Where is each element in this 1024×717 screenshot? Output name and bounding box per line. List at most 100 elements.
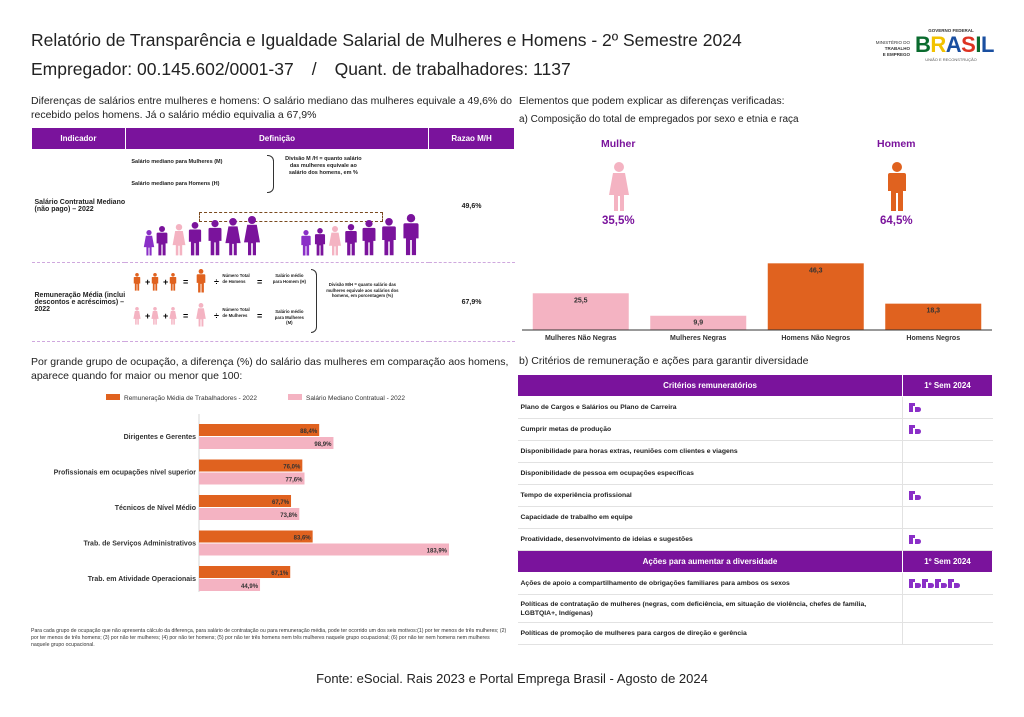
indicator-header-row: Indicador Definição Razao M/H: [31, 127, 515, 150]
composition-bar-chart: 25,5 Mulheres Não Negras 9,9 Mulheres Negra…: [522, 263, 992, 342]
criteria-section-title: b) Critérios de remuneração e ações para…: [519, 355, 809, 367]
person-icon: [172, 224, 186, 256]
indicator-header: Indicador: [31, 127, 126, 150]
occupation-value-label: 44,9%: [241, 584, 259, 590]
ministry-line-2: TRABALHO: [884, 46, 910, 51]
criteria-row: Proatividade, desenvolvimento de ideias …: [517, 528, 993, 551]
criteria-label: Proatividade, desenvolvimento de ideias …: [517, 528, 903, 551]
ministry-line-1: MINISTÉRIO DO: [875, 40, 910, 45]
occupation-bar-chart: Remuneração Média de Trabalhadores - 202…: [54, 394, 449, 592]
criteria-label: Tempo de experiência profissional: [517, 484, 903, 507]
subtitle-separator: /: [311, 59, 317, 79]
occupation-bar: [199, 579, 261, 591]
ratio-header: Razao M/H: [428, 127, 515, 150]
occupation-category-label: Técnicos de Nível Médio: [115, 505, 196, 512]
occupation-bar: [199, 472, 305, 485]
indicator-table: Indicador Definição Razao M/H Salário Co…: [31, 127, 515, 342]
def-men-median: Salário mediano para Homens (H): [131, 181, 220, 187]
gov-letter: L: [980, 32, 994, 57]
intro-text: Diferenças de salários entre mulheres e …: [31, 95, 512, 121]
page-subtitle: Empregador: 00.145.602/0001-37 / Quant. de…: [31, 59, 571, 80]
occupation-value-label: 73,8%: [280, 513, 298, 519]
plus-sign: ÷: [214, 277, 219, 287]
occupation-value-label: 77,6%: [285, 478, 303, 484]
occupation-category-label: Profissionais em ocupações nível superio…: [54, 470, 197, 477]
occupation-value-label: 98,9%: [314, 442, 332, 448]
composition-value-label: 9,9: [693, 320, 703, 327]
criteria-mark-cell: [902, 440, 993, 463]
worker-count: Quant. de trabalhadores: 1137: [334, 59, 571, 79]
composition-category-label: Homens Negros: [906, 335, 960, 342]
criteria-label: Disponibilidade para horas extras, reuni…: [517, 440, 903, 463]
brace: [311, 269, 318, 333]
composition-category-label: Homens Não Negros: [781, 335, 850, 342]
indicator-row-median: Salário Contratual Mediano (não pago) – …: [31, 149, 515, 263]
occupation-chart-title: Por grande grupo de ocupação, a diferenç…: [31, 356, 509, 382]
section-elements-title: Elementos que podem explicar as diferenç…: [519, 95, 785, 107]
check-mark-icon: [935, 579, 947, 588]
person-icon: [170, 273, 177, 291]
plus-sign: +: [145, 277, 150, 287]
gov-logo-bottom: UNIÃO E RECONSTRUÇÃO: [925, 57, 977, 62]
men-avg-label: Salário médio para Homem (H): [272, 273, 306, 284]
criteria-mark-cell: [902, 528, 993, 551]
criteria-col-header: 1º Sem 2024: [902, 374, 993, 397]
indicator-label: Salário Contratual Mediano (não pago) – …: [31, 149, 126, 263]
person-icon: [301, 230, 312, 256]
criteria-mark-cell: [902, 418, 993, 441]
actions-body: Ações de apoio a compartilhamento de obr…: [517, 572, 993, 645]
formula-illustration: + + = ÷ = + + = ÷ =: [133, 269, 263, 327]
person-icon: [208, 220, 222, 256]
actions-label: Ações de apoio a compartilhamento de obr…: [517, 572, 903, 595]
person-icon: [244, 216, 261, 256]
criteria-row: Disponibilidade de pessoa em ocupações e…: [517, 462, 993, 485]
women-total-label: Número Total de Mulheres: [222, 307, 250, 318]
employer-id: Empregador: 00.145.602/0001-37: [31, 59, 294, 79]
ratio-average: 67,9%: [428, 262, 515, 342]
occupation-category-label: Dirigentes e Gerentes: [124, 434, 196, 441]
criteria-label: Disponibilidade de pessoa em ocupações e…: [517, 462, 903, 485]
person-icon: [144, 230, 155, 256]
criteria-body: Plano de Cargos e Salários ou Plano de C…: [517, 396, 993, 551]
gov-logo-top: GOVERNO FEDERAL: [928, 28, 974, 33]
footnote: Para cada grupo de ocupação que não apre…: [31, 628, 507, 648]
criteria-mark-cell: [902, 484, 993, 507]
gov-logo: GOVERNO FEDERAL BRASIL UNIÃO E RECONSTRU…: [915, 28, 994, 62]
occupation-value-label: 183,9%: [427, 549, 448, 555]
ministry-line-3: E EMPREGO: [882, 52, 910, 57]
legend-label: Remuneração Média de Trabalhadores - 202…: [124, 395, 257, 402]
occupation-value-label: 67,1%: [271, 571, 289, 577]
person-icon: [225, 218, 241, 256]
men-label: Homem: [877, 138, 916, 150]
person-icon: [189, 222, 202, 256]
check-mark-icon: [948, 579, 960, 588]
person-icon: [134, 273, 141, 291]
occupation-bar: [199, 530, 313, 543]
actions-label: Políticas de contratação de mulheres (ne…: [517, 594, 903, 623]
criteria-mark-cell: [902, 506, 993, 529]
occupation-bar: [199, 566, 291, 578]
people-illustration: [144, 214, 419, 256]
criteria-label: Plano de Cargos e Salários ou Plano de C…: [517, 396, 903, 419]
actions-header: Ações para aumentar a diversidade: [517, 550, 903, 573]
person-icon: [382, 218, 397, 256]
page-title: Relatório de Transparência e Igualdade S…: [31, 30, 742, 50]
legend-label: Salário Mediano Contratual - 2022: [306, 395, 405, 402]
criteria-header-row: Critérios remuneratórios 1º Sem 2024: [517, 374, 993, 397]
legend-swatch: [288, 394, 302, 400]
gov-letter: S: [961, 32, 976, 57]
gov-letter: R: [930, 32, 946, 57]
actions-row: Políticas de promoção de mulheres para c…: [517, 622, 993, 645]
actions-row: Ações de apoio a compartilhamento de obr…: [517, 572, 993, 595]
criteria-label: Cumprir metas de produção: [517, 418, 903, 441]
criteria-row: Cumprir metas de produção: [517, 418, 993, 441]
occupation-bar: [199, 543, 449, 556]
person-icon: [345, 224, 358, 256]
check-mark-icon: [909, 403, 921, 412]
criteria-row: Capacidade de trabalho em equipe: [517, 506, 993, 529]
def-women-median: Salário mediano para Mulheres (M): [131, 159, 223, 165]
composition-bar: [650, 315, 747, 330]
median-definition: Salário mediano para Mulheres (M) Salári…: [125, 150, 428, 262]
person-icon: [362, 220, 376, 256]
man-icon: [888, 162, 906, 211]
